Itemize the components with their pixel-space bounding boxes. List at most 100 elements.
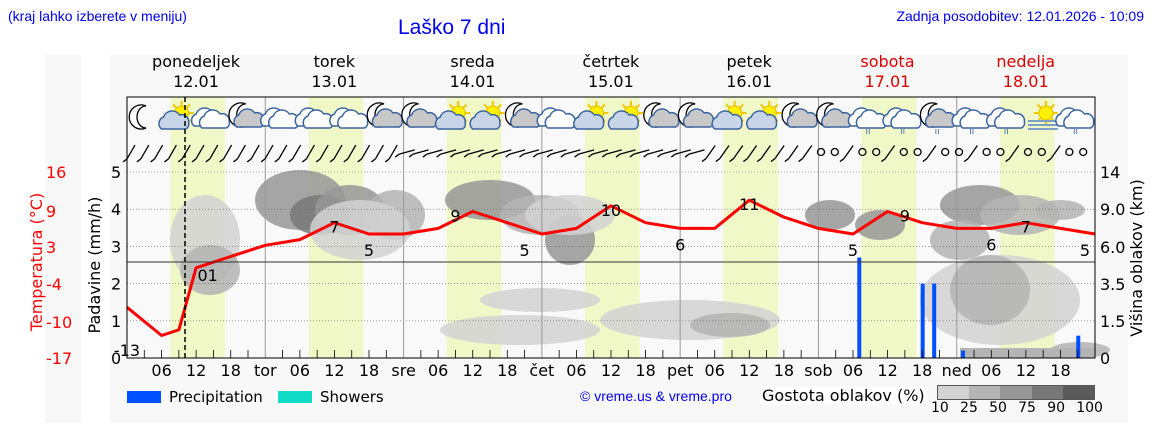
day-name: sreda — [450, 52, 495, 71]
svg-text:ıı: ıı — [969, 127, 974, 137]
cloud-density-scale: 10 25 50 75 90 100 — [931, 385, 1103, 416]
svg-text:12: 12 — [1016, 361, 1036, 380]
day-separators — [264, 97, 958, 358]
svg-text:12: 12 — [186, 361, 206, 380]
legend-precipitation-label: Precipitation — [169, 388, 263, 406]
svg-text:18: 18 — [221, 361, 241, 380]
day-name: ponedeljek — [152, 52, 240, 71]
svg-text:06: 06 — [151, 361, 171, 380]
day-name: petek — [726, 52, 772, 71]
svg-text:ıı: ıı — [1004, 127, 1009, 137]
cloud-height-axis-label: Višina oblakov (km) — [1127, 179, 1146, 336]
cloud-icon — [259, 107, 300, 129]
svg-text:3: 3 — [111, 237, 121, 256]
svg-text:10: 10 — [601, 201, 621, 220]
day-date: 13.01 — [311, 72, 358, 91]
moon-cloud-icon — [781, 102, 818, 128]
svg-text:06: 06 — [428, 361, 448, 380]
day-header-7: nedelja 18.01 — [957, 52, 1095, 92]
sun-cloud-icon — [434, 101, 471, 130]
svg-text:čet: čet — [529, 361, 554, 380]
precipitation-bars — [857, 257, 1081, 358]
svg-text:-4: -4 — [46, 275, 62, 294]
sun-cloud-icon — [607, 101, 644, 130]
grid-lines — [127, 171, 1095, 322]
copyright-link[interactable]: © vreme.us & vreme.pro — [580, 388, 732, 404]
cloud-rain-icon: ıı — [847, 107, 887, 137]
svg-text:-10: -10 — [46, 313, 72, 332]
svg-text:18: 18 — [774, 361, 794, 380]
svg-text:ıı: ıı — [935, 127, 940, 137]
sun-cloud-icon — [573, 101, 609, 130]
svg-text:06: 06 — [981, 361, 1001, 380]
svg-text:5: 5 — [364, 241, 374, 260]
day-header-3: sreda 14.01 — [404, 52, 542, 92]
svg-text:06: 06 — [705, 361, 725, 380]
sun-cloud-icon — [711, 101, 747, 130]
density-scale-labels: 10 25 50 75 90 100 — [931, 400, 1103, 416]
svg-text:5: 5 — [1080, 241, 1090, 260]
day-header-5: petek 16.01 — [680, 52, 818, 92]
svg-text:5: 5 — [111, 163, 121, 182]
legend-precipitation: Precipitation — [127, 388, 263, 406]
svg-text:tor: tor — [254, 361, 277, 380]
precipitation-axis-label: Padavine (mm/h) — [85, 197, 104, 334]
day-date: 17.01 — [864, 72, 911, 91]
svg-text:0: 0 — [111, 349, 121, 368]
day-header-4: četrtek 15.01 — [542, 52, 680, 92]
svg-text:ıı: ıı — [866, 127, 871, 137]
svg-text:01: 01 — [197, 266, 217, 285]
svg-text:9: 9 — [900, 206, 910, 225]
svg-text:9.0: 9.0 — [1100, 200, 1125, 219]
svg-text:4: 4 — [111, 200, 121, 219]
svg-text:18: 18 — [912, 361, 932, 380]
svg-text:sre: sre — [391, 361, 415, 380]
day-date: 14.01 — [449, 72, 496, 91]
svg-text:14: 14 — [1100, 163, 1120, 182]
svg-text:3.5: 3.5 — [1100, 275, 1125, 294]
moon-icon — [128, 104, 147, 130]
svg-text:7: 7 — [1021, 218, 1031, 237]
svg-text:5: 5 — [848, 241, 858, 260]
svg-text:11: 11 — [739, 195, 759, 214]
svg-text:1.5: 1.5 — [1100, 312, 1125, 331]
moon-cloud-icon — [366, 102, 403, 128]
svg-text:06: 06 — [290, 361, 310, 380]
svg-text:6.0: 6.0 — [1100, 238, 1125, 257]
svg-text:16: 16 — [46, 163, 66, 182]
svg-text:18: 18 — [1050, 361, 1070, 380]
wind-barbs-row — [122, 144, 1088, 163]
temperature-line — [126, 198, 1096, 337]
region-hint: (kraj lahko izberete v meniju) — [8, 8, 187, 24]
cloud-density-label: Gostota oblakov (%) — [760, 386, 927, 405]
legend-showers: Showers — [278, 388, 384, 406]
day-name: sobota — [860, 52, 915, 71]
sun-fog-icon — [1027, 101, 1058, 130]
svg-text:12: 12 — [877, 361, 897, 380]
svg-text:06: 06 — [843, 361, 863, 380]
moon-cloud-icon — [401, 102, 438, 128]
svg-text:6: 6 — [986, 235, 996, 254]
svg-text:12: 12 — [463, 361, 483, 380]
day-date: 15.01 — [587, 72, 634, 91]
day-name: nedelja — [996, 52, 1056, 71]
day-header-6: sobota 17.01 — [818, 52, 956, 92]
day-header-2: torek 13.01 — [265, 52, 403, 92]
day-date: 12.01 — [173, 72, 219, 91]
day-header-1: ponedeljek 12.01 — [127, 52, 265, 92]
day-name: torek — [313, 52, 355, 71]
svg-text:0: 0 — [1100, 349, 1110, 368]
legend-showers-label: Showers — [320, 388, 384, 406]
weather-icons-row: ıı ıı ıı ıı ıı ıı — [128, 101, 1095, 137]
svg-text:9: 9 — [450, 206, 460, 225]
svg-text:6: 6 — [675, 235, 685, 254]
svg-text:ned: ned — [942, 361, 972, 380]
svg-text:18: 18 — [497, 361, 517, 380]
density-colorbar — [937, 385, 1095, 400]
cloud-rain-icon: ıı — [1055, 107, 1095, 137]
svg-text:12: 12 — [601, 361, 621, 380]
svg-text:18: 18 — [359, 361, 379, 380]
